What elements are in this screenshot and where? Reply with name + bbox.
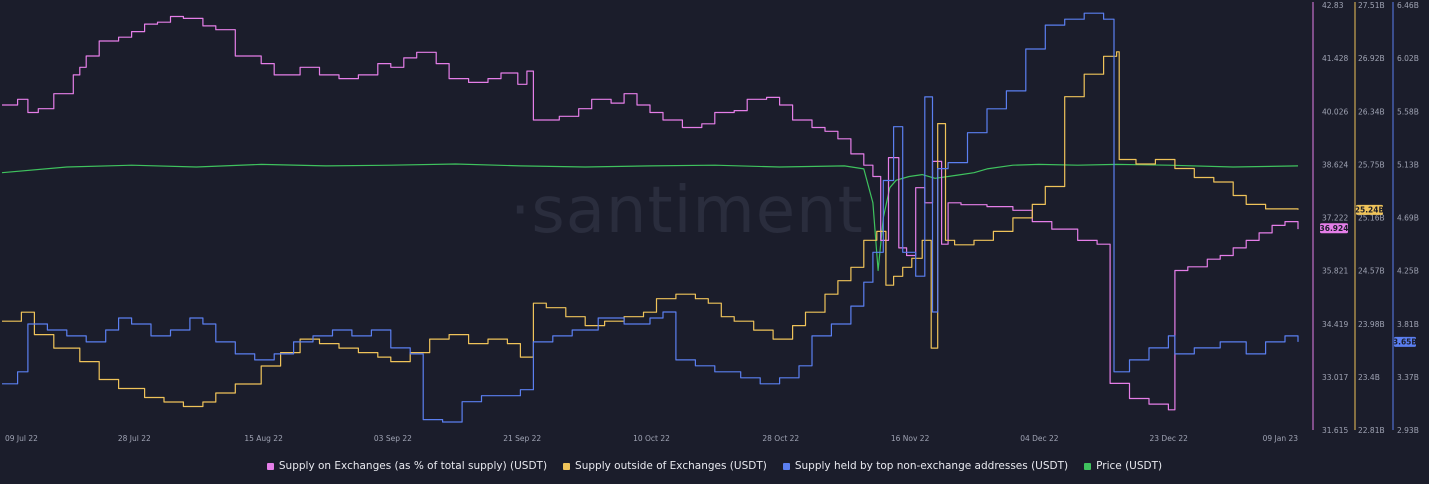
x-tick-label: 10 Oct 22 bbox=[633, 434, 670, 443]
y-tick-label: 35.821 bbox=[1322, 267, 1348, 276]
y-tick-label: 41.428 bbox=[1322, 54, 1348, 63]
legend-swatch bbox=[1084, 462, 1092, 470]
y-tick-label: 4.25B bbox=[1397, 267, 1419, 276]
badge-bg bbox=[1320, 223, 1348, 234]
badge-bg bbox=[1356, 204, 1383, 215]
legend-swatch bbox=[782, 462, 790, 470]
y-tick-label: 25.75B bbox=[1358, 160, 1385, 169]
y-tick-label: 25.16B bbox=[1358, 214, 1385, 223]
x-tick-label: 21 Sep 22 bbox=[503, 434, 541, 443]
x-tick-label: 28 Jul 22 bbox=[118, 434, 151, 443]
y-tick-label: 27.51B bbox=[1358, 1, 1385, 10]
series-line-1 bbox=[2, 51, 1299, 408]
y-tick-label: 37.222 bbox=[1322, 214, 1348, 223]
y-tick-label: 5.58B bbox=[1397, 107, 1419, 116]
y-tick-label: 3.37B bbox=[1397, 373, 1419, 382]
y-tick-label: 4.69B bbox=[1397, 214, 1419, 223]
y-tick-label: 22.81B bbox=[1358, 426, 1385, 435]
x-tick-label: 03 Sep 22 bbox=[374, 434, 412, 443]
y-tick-label: 33.017 bbox=[1322, 373, 1348, 382]
legend-swatch bbox=[266, 462, 274, 470]
x-tick-label: 04 Dec 22 bbox=[1020, 434, 1059, 443]
legend-label: Supply outside of Exchanges (USDT) bbox=[575, 460, 767, 472]
badge-bg bbox=[1394, 336, 1416, 347]
legend-item-price[interactable]: Price (USDT) bbox=[1084, 460, 1162, 472]
y-tick-label: 6.02B bbox=[1397, 54, 1419, 63]
legend: Supply on Exchanges (as % of total suppl… bbox=[0, 456, 1429, 476]
y-tick-label: 42.83 bbox=[1322, 1, 1344, 10]
series-line-3 bbox=[1, 163, 1299, 272]
watermark: ·santiment bbox=[510, 174, 864, 248]
y-tick-label: 6.46B bbox=[1397, 1, 1419, 10]
y-tick-label: 23.98B bbox=[1358, 320, 1385, 329]
y-tick-label: 2.93B bbox=[1397, 426, 1419, 435]
x-tick-label: 28 Oct 22 bbox=[762, 434, 799, 443]
y-tick-label: 26.92B bbox=[1358, 54, 1385, 63]
legend-item-top-holders[interactable]: Supply held by top non-exchange addresse… bbox=[782, 460, 1069, 472]
series-line-2 bbox=[2, 12, 1299, 423]
y-tick-label: 3.81B bbox=[1397, 320, 1419, 329]
y-tick-label: 5.13B bbox=[1397, 160, 1419, 169]
legend-label: Supply held by top non-exchange addresse… bbox=[794, 460, 1069, 472]
last-value-badge: 25.24B bbox=[1355, 206, 1385, 215]
last-value-badges: 36.924 25.24B 3.65B bbox=[1320, 204, 1418, 347]
x-tick-label: 23 Dec 22 bbox=[1150, 434, 1189, 443]
y-tick-label: 24.57B bbox=[1358, 267, 1385, 276]
series-line-0 bbox=[2, 15, 1299, 411]
legend-swatch bbox=[563, 462, 571, 470]
y-tick-label: 34.419 bbox=[1322, 320, 1348, 329]
legend-label: Supply on Exchanges (as % of total suppl… bbox=[278, 460, 548, 472]
x-tick-label: 16 Nov 22 bbox=[891, 434, 930, 443]
legend-label: Price (USDT) bbox=[1096, 460, 1163, 472]
x-tick-label: 09 Jul 22 bbox=[5, 434, 38, 443]
y-axes: 42.83 41.428 40.026 38.624 37.222 35.821 34.41… bbox=[1322, 1, 1419, 435]
series-layer bbox=[1, 12, 1299, 423]
last-value-badge: 3.65B bbox=[1393, 338, 1418, 347]
y-tick-label: 26.34B bbox=[1358, 107, 1385, 116]
y-tick-label: 38.624 bbox=[1322, 160, 1348, 169]
y-tick-label: 31.615 bbox=[1322, 426, 1348, 435]
x-tick-label: 09 Jan 23 bbox=[1263, 434, 1299, 443]
x-axis: 09 Jul 22 28 Jul 22 15 Aug 22 03 Sep 22 21 S… bbox=[5, 434, 1298, 443]
y-tick-label: 40.026 bbox=[1322, 107, 1348, 116]
y-tick-label: 23.4B bbox=[1358, 373, 1380, 382]
last-value-badge: 36.924 bbox=[1320, 224, 1349, 233]
x-tick-label: 15 Aug 22 bbox=[244, 434, 283, 443]
legend-item-exchange-supply[interactable]: Supply on Exchanges (as % of total suppl… bbox=[266, 460, 548, 472]
axis-lines bbox=[1312, 2, 1394, 430]
legend-item-outside-supply[interactable]: Supply outside of Exchanges (USDT) bbox=[563, 460, 767, 472]
